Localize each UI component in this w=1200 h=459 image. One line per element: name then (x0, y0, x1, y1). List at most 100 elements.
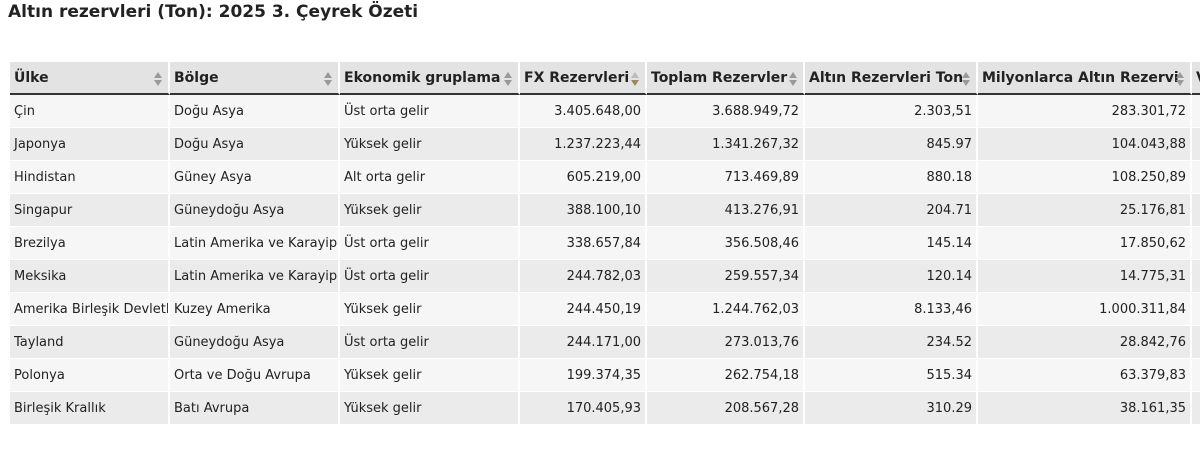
table-cell: 262.754,18 (647, 359, 805, 392)
table-row: Polonya Orta ve Doğu Avrupa Yüksek gelir 19… (10, 359, 1200, 392)
sort-icon[interactable] (788, 71, 798, 87)
table-cell: 338.657,84 (520, 227, 647, 260)
table-cell: Singapur (10, 194, 170, 227)
table-cell: 204.71 (805, 194, 978, 227)
table-cell: Üst orta gelir (340, 260, 520, 293)
table-cell: 880.18 (805, 161, 978, 194)
column-header[interactable]: Bölge (170, 62, 340, 95)
table-cell: 104.043,88 (978, 128, 1192, 161)
table-cell: 1.000.311,84 (978, 293, 1192, 326)
table-cell: 713.469,89 (647, 161, 805, 194)
table-cell: 1.341.267,32 (647, 128, 805, 161)
table-cell: Tayland (10, 326, 170, 359)
table-cell: Latin Amerika ve Karayipler (170, 260, 340, 293)
table-cell: 234.52 (805, 326, 978, 359)
table-cell: 3.688.949,72 (647, 95, 805, 128)
table-cell: 1.237.223,44 (520, 128, 647, 161)
table-cell: 1.244.762,03 (647, 293, 805, 326)
table-cell: Orta ve Doğu Avrupa (170, 359, 340, 392)
table-cell (1192, 260, 1200, 293)
table-cell: 845.97 (805, 128, 978, 161)
table-cell (1192, 293, 1200, 326)
table-row: Birleşik Krallık Batı Avrupa Yüksek gelir 1… (10, 392, 1200, 425)
table-cell (1192, 359, 1200, 392)
table-cell: 356.508,46 (647, 227, 805, 260)
table-cell: 108.250,89 (978, 161, 1192, 194)
table-cell (1192, 326, 1200, 359)
table-row: Çin Doğu Asya Üst orta gelir 3.405.648,00 3.… (10, 95, 1200, 128)
table-cell: Kuzey Amerika (170, 293, 340, 326)
table-cell: 25.176,81 (978, 194, 1192, 227)
table-cell: Latin Amerika ve Karayipler (170, 227, 340, 260)
table-cell: 170.405,93 (520, 392, 647, 425)
table-cell: Güneydoğu Asya (170, 194, 340, 227)
table-cell: Polonya (10, 359, 170, 392)
table-cell: 208.567,28 (647, 392, 805, 425)
table-cell: Alt orta gelir (340, 161, 520, 194)
table-cell: Güney Asya (170, 161, 340, 194)
table-cell: Üst orta gelir (340, 326, 520, 359)
column-header-label: Bölge (174, 69, 219, 86)
table-cell: 8.133,46 (805, 293, 978, 326)
table-cell: Üst orta gelir (340, 95, 520, 128)
table-cell (1192, 392, 1200, 425)
sort-icon[interactable] (630, 71, 640, 87)
table-body: Çin Doğu Asya Üst orta gelir 3.405.648,00 3.… (10, 95, 1200, 425)
table-cell: Güneydoğu Asya (170, 326, 340, 359)
table-container: Ülke Bölge Ekonomik gruplama FX Rezervleri T… (10, 62, 1200, 425)
column-header[interactable]: Ülke (10, 62, 170, 95)
data-table: Ülke Bölge Ekonomik gruplama FX Rezervleri T… (10, 62, 1200, 425)
sort-icon[interactable] (153, 71, 163, 87)
table-cell: 120.14 (805, 260, 978, 293)
sort-icon[interactable] (1175, 71, 1185, 87)
sort-icon[interactable] (323, 71, 333, 87)
column-header[interactable]: Toplam Rezervler (647, 62, 805, 95)
table-cell: 17.850,62 (978, 227, 1192, 260)
table-row: Brezilya Latin Amerika ve Karayipler Üst o… (10, 227, 1200, 260)
table-cell: 63.379,83 (978, 359, 1192, 392)
table-cell: 14.775,31 (978, 260, 1192, 293)
table-cell: 38.161,35 (978, 392, 1192, 425)
table-cell: Üst orta gelir (340, 227, 520, 260)
table-cell: Yüksek gelir (340, 392, 520, 425)
table-cell: Çin (10, 95, 170, 128)
table-cell: 244.450,19 (520, 293, 647, 326)
table-cell (1192, 161, 1200, 194)
sort-icon[interactable] (503, 71, 513, 87)
table-cell: 2.303,51 (805, 95, 978, 128)
table-cell (1192, 128, 1200, 161)
sort-icon[interactable] (961, 71, 971, 87)
table-cell: Brezilya (10, 227, 170, 260)
table-row: Tayland Güneydoğu Asya Üst orta gelir 244.1… (10, 326, 1200, 359)
table-cell: 28.842,76 (978, 326, 1192, 359)
table-cell: Yüksek gelir (340, 128, 520, 161)
table-row: Singapur Güneydoğu Asya Yüksek gelir 388.10… (10, 194, 1200, 227)
table-row: Meksika Latin Amerika ve Karayipler Üst or… (10, 260, 1200, 293)
table-cell (1192, 194, 1200, 227)
table-cell: Birleşik Krallık (10, 392, 170, 425)
table-row: Amerika Birleşik Devletleri Kuzey Amerika… (10, 293, 1200, 326)
table-row: Hindistan Güney Asya Alt orta gelir 605.219… (10, 161, 1200, 194)
column-header[interactable]: Altın Rezervleri Ton (805, 62, 978, 95)
column-header[interactable]: V (1192, 62, 1200, 95)
column-header-label: Ekonomik gruplama (344, 69, 501, 86)
table-cell: 310.29 (805, 392, 978, 425)
table-cell: 413.276,91 (647, 194, 805, 227)
table-cell: 199.374,35 (520, 359, 647, 392)
column-header[interactable]: Milyonlarca Altın Rezervi (978, 62, 1192, 95)
header-row: Ülke Bölge Ekonomik gruplama FX Rezervleri T… (10, 62, 1200, 95)
table-cell: Amerika Birleşik Devletleri (10, 293, 170, 326)
column-header-label: Altın Rezervleri Ton (809, 69, 964, 86)
table-cell: 259.557,34 (647, 260, 805, 293)
table-cell: 145.14 (805, 227, 978, 260)
column-header-label: FX Rezervleri (524, 69, 630, 86)
table-cell (1192, 227, 1200, 260)
table-cell: 244.782,03 (520, 260, 647, 293)
column-header-label: Milyonlarca Altın Rezervi (982, 69, 1179, 86)
column-header-label: Ülke (14, 69, 49, 86)
column-header[interactable]: FX Rezervleri (520, 62, 647, 95)
table-cell: Hindistan (10, 161, 170, 194)
column-header[interactable]: Ekonomik gruplama (340, 62, 520, 95)
table-cell: Japonya (10, 128, 170, 161)
